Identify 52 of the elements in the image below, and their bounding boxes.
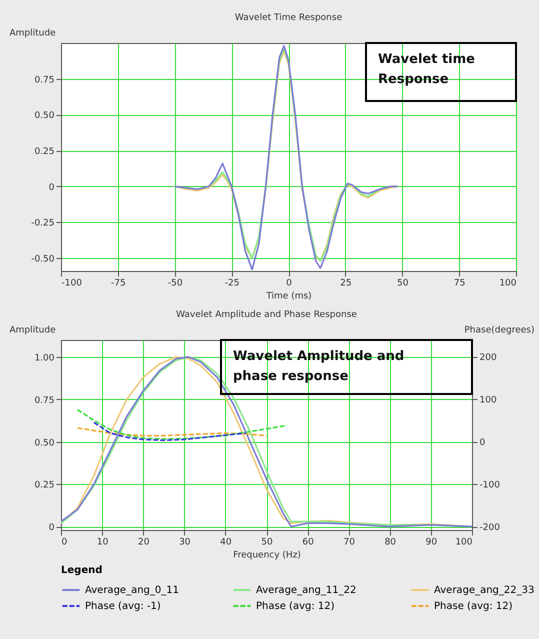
legend-label: Phase (avg: 12) (256, 601, 335, 612)
chart-title: Wavelet Time Response (234, 13, 343, 23)
y-tick-label: -0.50 (31, 254, 55, 265)
x-tick-label: 10 (96, 538, 109, 548)
legend-label: Average_ang_22_33 (434, 585, 534, 596)
y-axis-title: Amplitude (10, 28, 56, 38)
x-tick-label: 60 (302, 538, 314, 548)
x-tick-label: 70 (343, 538, 356, 548)
y-tick-label: -0.25 (31, 218, 54, 229)
legend-title: Legend (61, 565, 102, 576)
y-axis-title: Amplitude (10, 326, 56, 336)
y-tick-label: 0.25 (34, 480, 54, 491)
x-tick-label: 90 (426, 538, 438, 548)
x-tick-label: 30 (179, 538, 191, 548)
y2-axis-title: Phase(degrees) (464, 326, 534, 336)
chart-title: Wavelet Amplitude and Phase Response (176, 310, 358, 320)
x-tick-label: 40 (220, 538, 232, 548)
x-tick-label: 100 (499, 278, 517, 288)
legend-label: Average_ang_11_22 (256, 585, 356, 596)
x-axis-title: Frequency (Hz) (233, 550, 301, 560)
y-tick-label: 0.25 (34, 147, 54, 158)
x-tick-label: 20 (138, 538, 150, 548)
x-tick-label: 50 (397, 278, 409, 288)
x-tick-label: 0 (62, 538, 68, 548)
y2-tick-label: 0 (480, 438, 486, 448)
x-tick-label: -50 (168, 278, 183, 288)
x-tick-label: 25 (340, 278, 352, 288)
y2-tick-label: 100 (480, 396, 497, 406)
legend-label: Phase (avg: 12) (434, 601, 513, 612)
y-tick-label: 0.50 (34, 111, 55, 122)
y-tick-label: 0.75 (34, 396, 54, 406)
x-tick-label: -75 (111, 278, 126, 288)
y-tick-label: 1.00 (34, 353, 55, 364)
y-tick-label: 0 (48, 182, 55, 193)
y-tick-label: 0.50 (34, 438, 55, 448)
y2-tick-label: -100 (480, 480, 500, 491)
legend-label: Phase (avg: -1) (85, 601, 161, 612)
y2-tick-label: -200 (480, 523, 500, 534)
x-tick-label: 100 (455, 538, 473, 548)
x-tick-label: -100 (62, 278, 82, 288)
x-tick-label: 50 (261, 538, 273, 548)
y-tick-label: 0 (48, 523, 55, 534)
x-tick-label: -25 (224, 278, 240, 288)
line-series (76, 427, 268, 436)
legend-label: Average_ang_0_11 (85, 585, 179, 596)
y2-tick-label: 200 (480, 353, 497, 364)
x-tick-label: 0 (286, 278, 292, 288)
x-tick-label: 80 (384, 538, 396, 548)
line-series (93, 422, 247, 442)
y-tick-label: 0.75 (34, 75, 54, 86)
x-tick-label: 75 (454, 278, 466, 288)
x-axis-title: Time (ms) (265, 292, 312, 302)
